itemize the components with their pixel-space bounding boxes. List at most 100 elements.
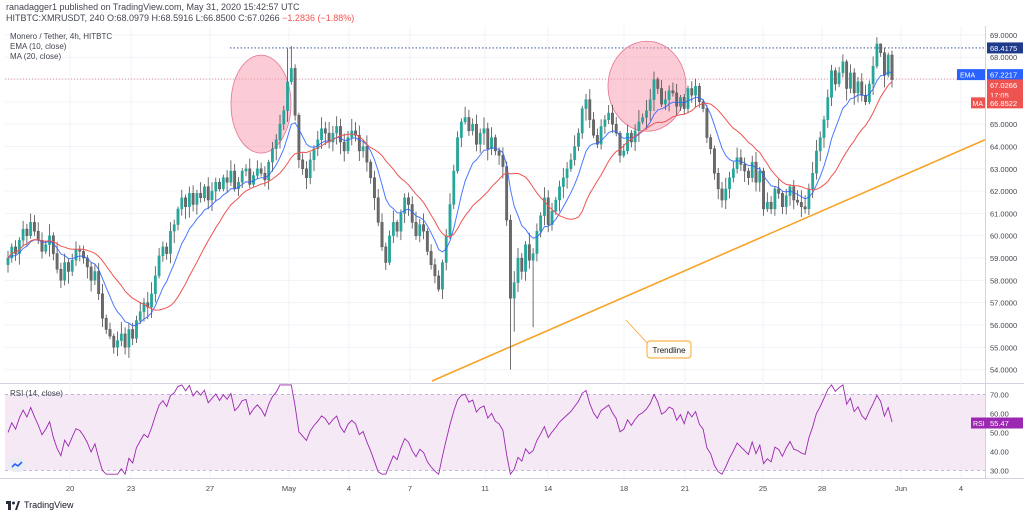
candle-body — [29, 222, 33, 236]
ema-tag: EMA — [960, 73, 976, 80]
candle-body — [799, 202, 803, 207]
candle-body — [74, 248, 78, 261]
candle-body — [569, 159, 573, 170]
trendline — [431, 139, 986, 382]
candle-body — [214, 181, 218, 192]
candle-body — [652, 79, 656, 100]
last-price-badge: 67.0266 — [990, 81, 1017, 90]
candle-body — [765, 202, 769, 210]
candle-body — [860, 81, 864, 96]
footer-brand[interactable]: TradingView — [24, 500, 74, 510]
candle-body — [709, 137, 713, 149]
candle-body — [554, 199, 558, 212]
ema-legend[interactable]: EMA (10, close) — [10, 42, 67, 51]
candle-body — [138, 311, 142, 321]
candle-body — [686, 88, 690, 109]
candle-body — [206, 186, 210, 201]
scroll-to-realtime-button[interactable] — [8, 458, 26, 472]
trendline-label: Trendline — [652, 346, 686, 355]
candle-body — [886, 54, 890, 76]
candle-body — [501, 155, 505, 167]
last-price-badge-bg — [987, 79, 1023, 91]
candle-body — [399, 213, 403, 232]
candle-body — [33, 222, 36, 232]
candle-body — [459, 121, 463, 138]
candle-body — [762, 170, 765, 210]
candle-body — [622, 150, 626, 156]
candle-body — [558, 186, 561, 201]
candle-body — [40, 239, 44, 252]
candle-body — [361, 146, 365, 152]
ma-legend[interactable]: MA (20, close) — [10, 52, 62, 61]
candle-body — [176, 208, 180, 225]
price-tick-label: 69.0000 — [990, 31, 1017, 40]
candle-body — [425, 231, 429, 252]
ma-layer — [7, 81, 893, 311]
tradingview-logo-icon — [6, 500, 20, 510]
time-tick-label: 4 — [959, 484, 963, 493]
candle-body — [509, 219, 512, 299]
rsi-legend[interactable]: RSI (14, close) — [10, 389, 63, 398]
price-tick-label: 59.0000 — [990, 254, 1017, 263]
candle-body — [169, 231, 172, 254]
candle-body — [293, 68, 297, 116]
candle-body — [112, 335, 116, 348]
candle-body — [320, 128, 323, 140]
candle-body — [671, 90, 675, 94]
candle-body — [131, 329, 135, 339]
candle-body — [388, 235, 391, 263]
ma-tag: MA — [973, 101, 984, 108]
resistance-badge-bg — [987, 42, 1023, 54]
candle-body — [535, 231, 539, 254]
candle-body — [373, 177, 376, 199]
candle-body — [376, 197, 380, 223]
resistance-badge: 68.4175 — [990, 44, 1017, 53]
candle-body — [278, 123, 282, 140]
candle-body — [255, 168, 259, 176]
candle-body — [690, 88, 694, 96]
candle-body — [781, 193, 784, 207]
tv-cloud-icon — [11, 461, 23, 468]
candle-body — [274, 139, 278, 149]
footer: TradingView — [6, 500, 74, 510]
candle-body — [63, 262, 67, 281]
candle-body — [354, 130, 357, 136]
candle-body — [240, 170, 244, 183]
candle-body — [822, 119, 826, 138]
candle-body — [89, 266, 93, 281]
candle-body — [150, 293, 153, 308]
candle-body — [218, 181, 221, 190]
candle-body — [195, 193, 199, 205]
candle-body — [841, 61, 845, 74]
candle-body — [323, 128, 327, 134]
price-tick-label: 64.0000 — [990, 142, 1017, 151]
candle-body — [524, 244, 527, 272]
candle-body — [735, 157, 739, 170]
candle-body — [36, 231, 40, 241]
candle-body — [384, 246, 388, 263]
candle-body — [645, 110, 648, 118]
ema-line — [7, 71, 893, 327]
candle-body — [546, 197, 550, 225]
candle-body — [463, 117, 467, 123]
rsi-grid — [5, 393, 985, 471]
pair-label: Monero / Tether, 4h, HITBTC — [10, 32, 113, 41]
candle-body — [614, 123, 618, 134]
candle-body — [607, 112, 611, 120]
price-tick-label: 56.0000 — [990, 321, 1017, 330]
rsi-band — [5, 394, 985, 471]
trendline-label-box — [646, 340, 692, 359]
candle-body — [543, 197, 546, 216]
rsi-badge: 55.47 — [990, 419, 1009, 428]
candle-body — [667, 90, 671, 100]
candle-body — [637, 121, 641, 132]
candle-body — [441, 262, 444, 290]
candle-body — [588, 99, 592, 120]
candle-body — [773, 188, 777, 210]
price-tick-label: 55.0000 — [990, 343, 1017, 352]
candle-body — [108, 329, 112, 337]
candle-body — [55, 253, 59, 270]
candle-body — [565, 168, 569, 178]
